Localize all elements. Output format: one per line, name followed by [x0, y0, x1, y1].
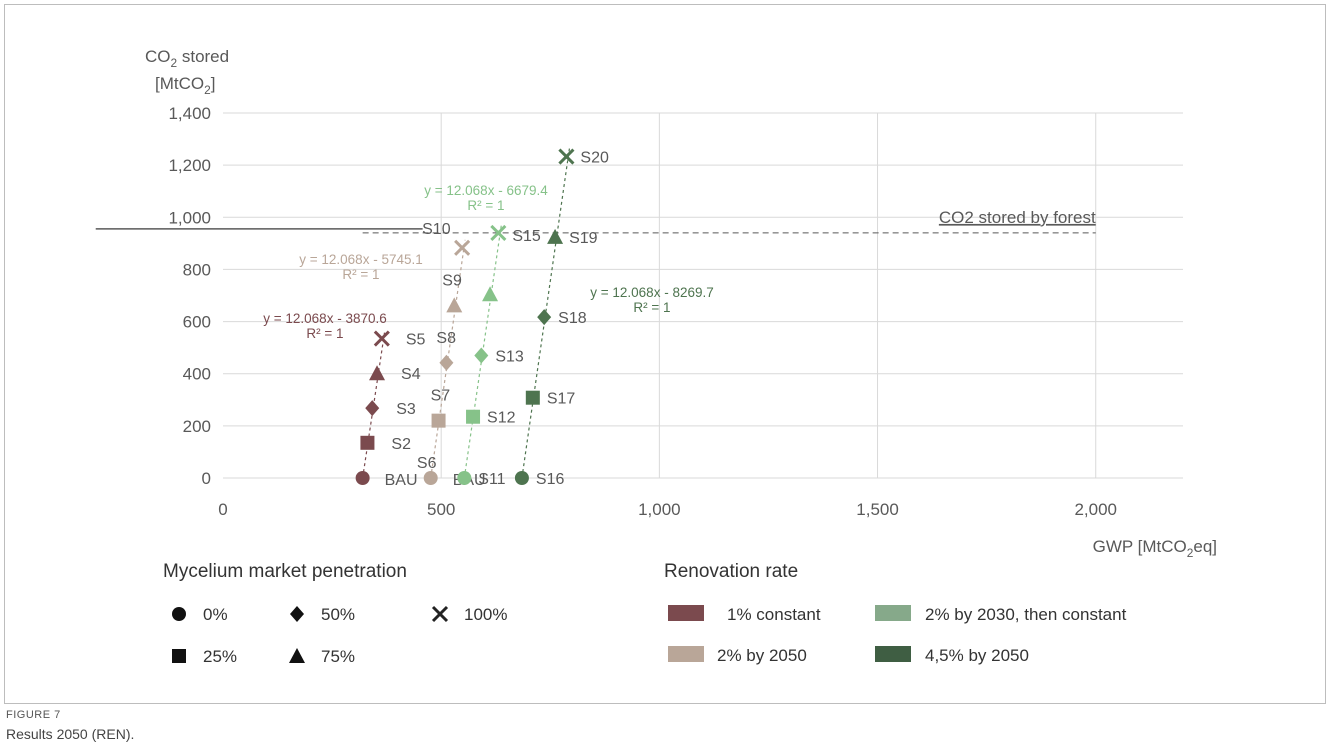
data-point: [360, 435, 375, 450]
trendline-equation: y = 12.068x - 8269.7: [590, 285, 713, 300]
legend-color-label: 4,5% by 2050: [925, 646, 1029, 665]
data-point: [547, 228, 564, 244]
y-tick-label: 1,000: [168, 208, 211, 227]
legend-marker-label: 100%: [464, 605, 507, 624]
data-point: [423, 471, 438, 485]
legend-title-color: Renovation rate: [664, 561, 798, 582]
data-point: [525, 390, 540, 405]
legend-swatch: [875, 605, 911, 621]
data-point: [373, 330, 390, 347]
x-tick-label: 1,500: [856, 500, 899, 519]
point-label: S10: [422, 221, 451, 238]
legend-swatch: [668, 646, 704, 662]
y-tick-label: 1,400: [168, 104, 211, 123]
y-tick-label: 400: [183, 365, 211, 384]
legend-color-label: 2% by 2050: [717, 646, 807, 665]
y-axis-title-unit: [MtCO2]: [155, 74, 215, 97]
trendline-equation: y = 12.068x - 6679.4: [424, 183, 548, 198]
y-tick-label: 200: [183, 417, 211, 436]
point-label: S7: [431, 388, 451, 405]
point-label: S18: [558, 310, 587, 327]
point-label: S19: [569, 230, 598, 247]
data-point: [446, 297, 463, 313]
data-point: [537, 309, 552, 326]
data-point: [457, 471, 472, 485]
data-point: [439, 354, 454, 371]
data-point: [355, 471, 370, 485]
trendline-r2: R² = 1: [342, 267, 379, 282]
legend-marker-x: [431, 605, 449, 623]
point-label: S16: [536, 471, 565, 488]
data-point: [490, 224, 507, 241]
x-tick-label: 500: [427, 500, 455, 519]
scatter-chart: 0 200 400 600 800 1,000 1,200 1,400 0 500 1,000 1,5…: [95, 47, 1217, 666]
point-label: S9: [442, 272, 462, 289]
legend-marker-label: 75%: [321, 647, 355, 666]
legend-title-marker: Mycelium market penetration: [163, 561, 407, 582]
x-axis-title: GWP [MtCO2eq]: [1093, 537, 1217, 560]
y-tick-label: 800: [183, 260, 211, 279]
figure-caption: Results 2050 (REN).: [6, 726, 135, 742]
point-label: S4: [401, 366, 421, 383]
trendline-r2: R² = 1: [306, 326, 343, 341]
point-label: S11: [478, 471, 505, 488]
legend-marker-label: 50%: [321, 605, 355, 624]
data-point: [369, 365, 386, 381]
legend-marker-triangle: [289, 648, 305, 663]
point-label: S13: [495, 348, 524, 365]
point-label: S5: [406, 332, 426, 349]
trendline-equation: y = 12.068x - 5745.1: [299, 252, 422, 267]
point-label: S8: [436, 330, 456, 347]
trendline-equation: y = 12.068x - 3870.6: [263, 311, 386, 326]
point-label: S20: [580, 150, 609, 167]
trendline-r2: R² = 1: [633, 300, 670, 315]
trendline: [521, 148, 571, 479]
data-point: [466, 409, 481, 424]
point-label: S2: [391, 436, 411, 453]
y-tick-label: 0: [202, 469, 211, 488]
legend-swatch: [875, 646, 911, 662]
data-point: [474, 347, 489, 364]
legend-marker-diamond: [290, 606, 304, 622]
data-point: [431, 413, 446, 428]
point-label: BAU: [385, 472, 418, 489]
x-tick-label: 2,000: [1074, 500, 1117, 519]
legend-color-label: 1% constant: [727, 605, 821, 624]
x-tick-label: 1,000: [638, 500, 681, 519]
legend-marker-circle: [172, 607, 186, 621]
figure-frame: 0 200 400 600 800 1,000 1,200 1,400 0 500 1,000 1,5…: [4, 4, 1326, 704]
trendline-r2: R² = 1: [467, 198, 504, 213]
legend-color-label: 2% by 2030, then constant: [925, 605, 1127, 624]
x-tick-label: 0: [218, 500, 227, 519]
legend-marker-label: 0%: [203, 605, 228, 624]
data-point: [558, 148, 575, 165]
y-axis-title: CO2 stored: [145, 47, 229, 70]
point-label: S6: [417, 455, 437, 472]
point-label: S17: [547, 391, 576, 408]
point-label: S15: [512, 228, 541, 245]
data-point: [365, 400, 380, 417]
data-point: [454, 239, 471, 256]
reference-line-label: CO2 stored by forest: [939, 208, 1096, 227]
data-point: [514, 471, 529, 485]
legend-marker-label: 25%: [203, 647, 237, 666]
data-point: [482, 286, 499, 302]
y-tick-label: 600: [183, 313, 211, 332]
y-tick-label: 1,200: [168, 156, 211, 175]
point-label: S3: [396, 401, 416, 418]
point-label: S12: [487, 410, 516, 427]
legend-marker-square: [172, 649, 186, 663]
figure-label: FIGURE 7: [6, 709, 61, 721]
legend-swatch: [668, 605, 704, 621]
